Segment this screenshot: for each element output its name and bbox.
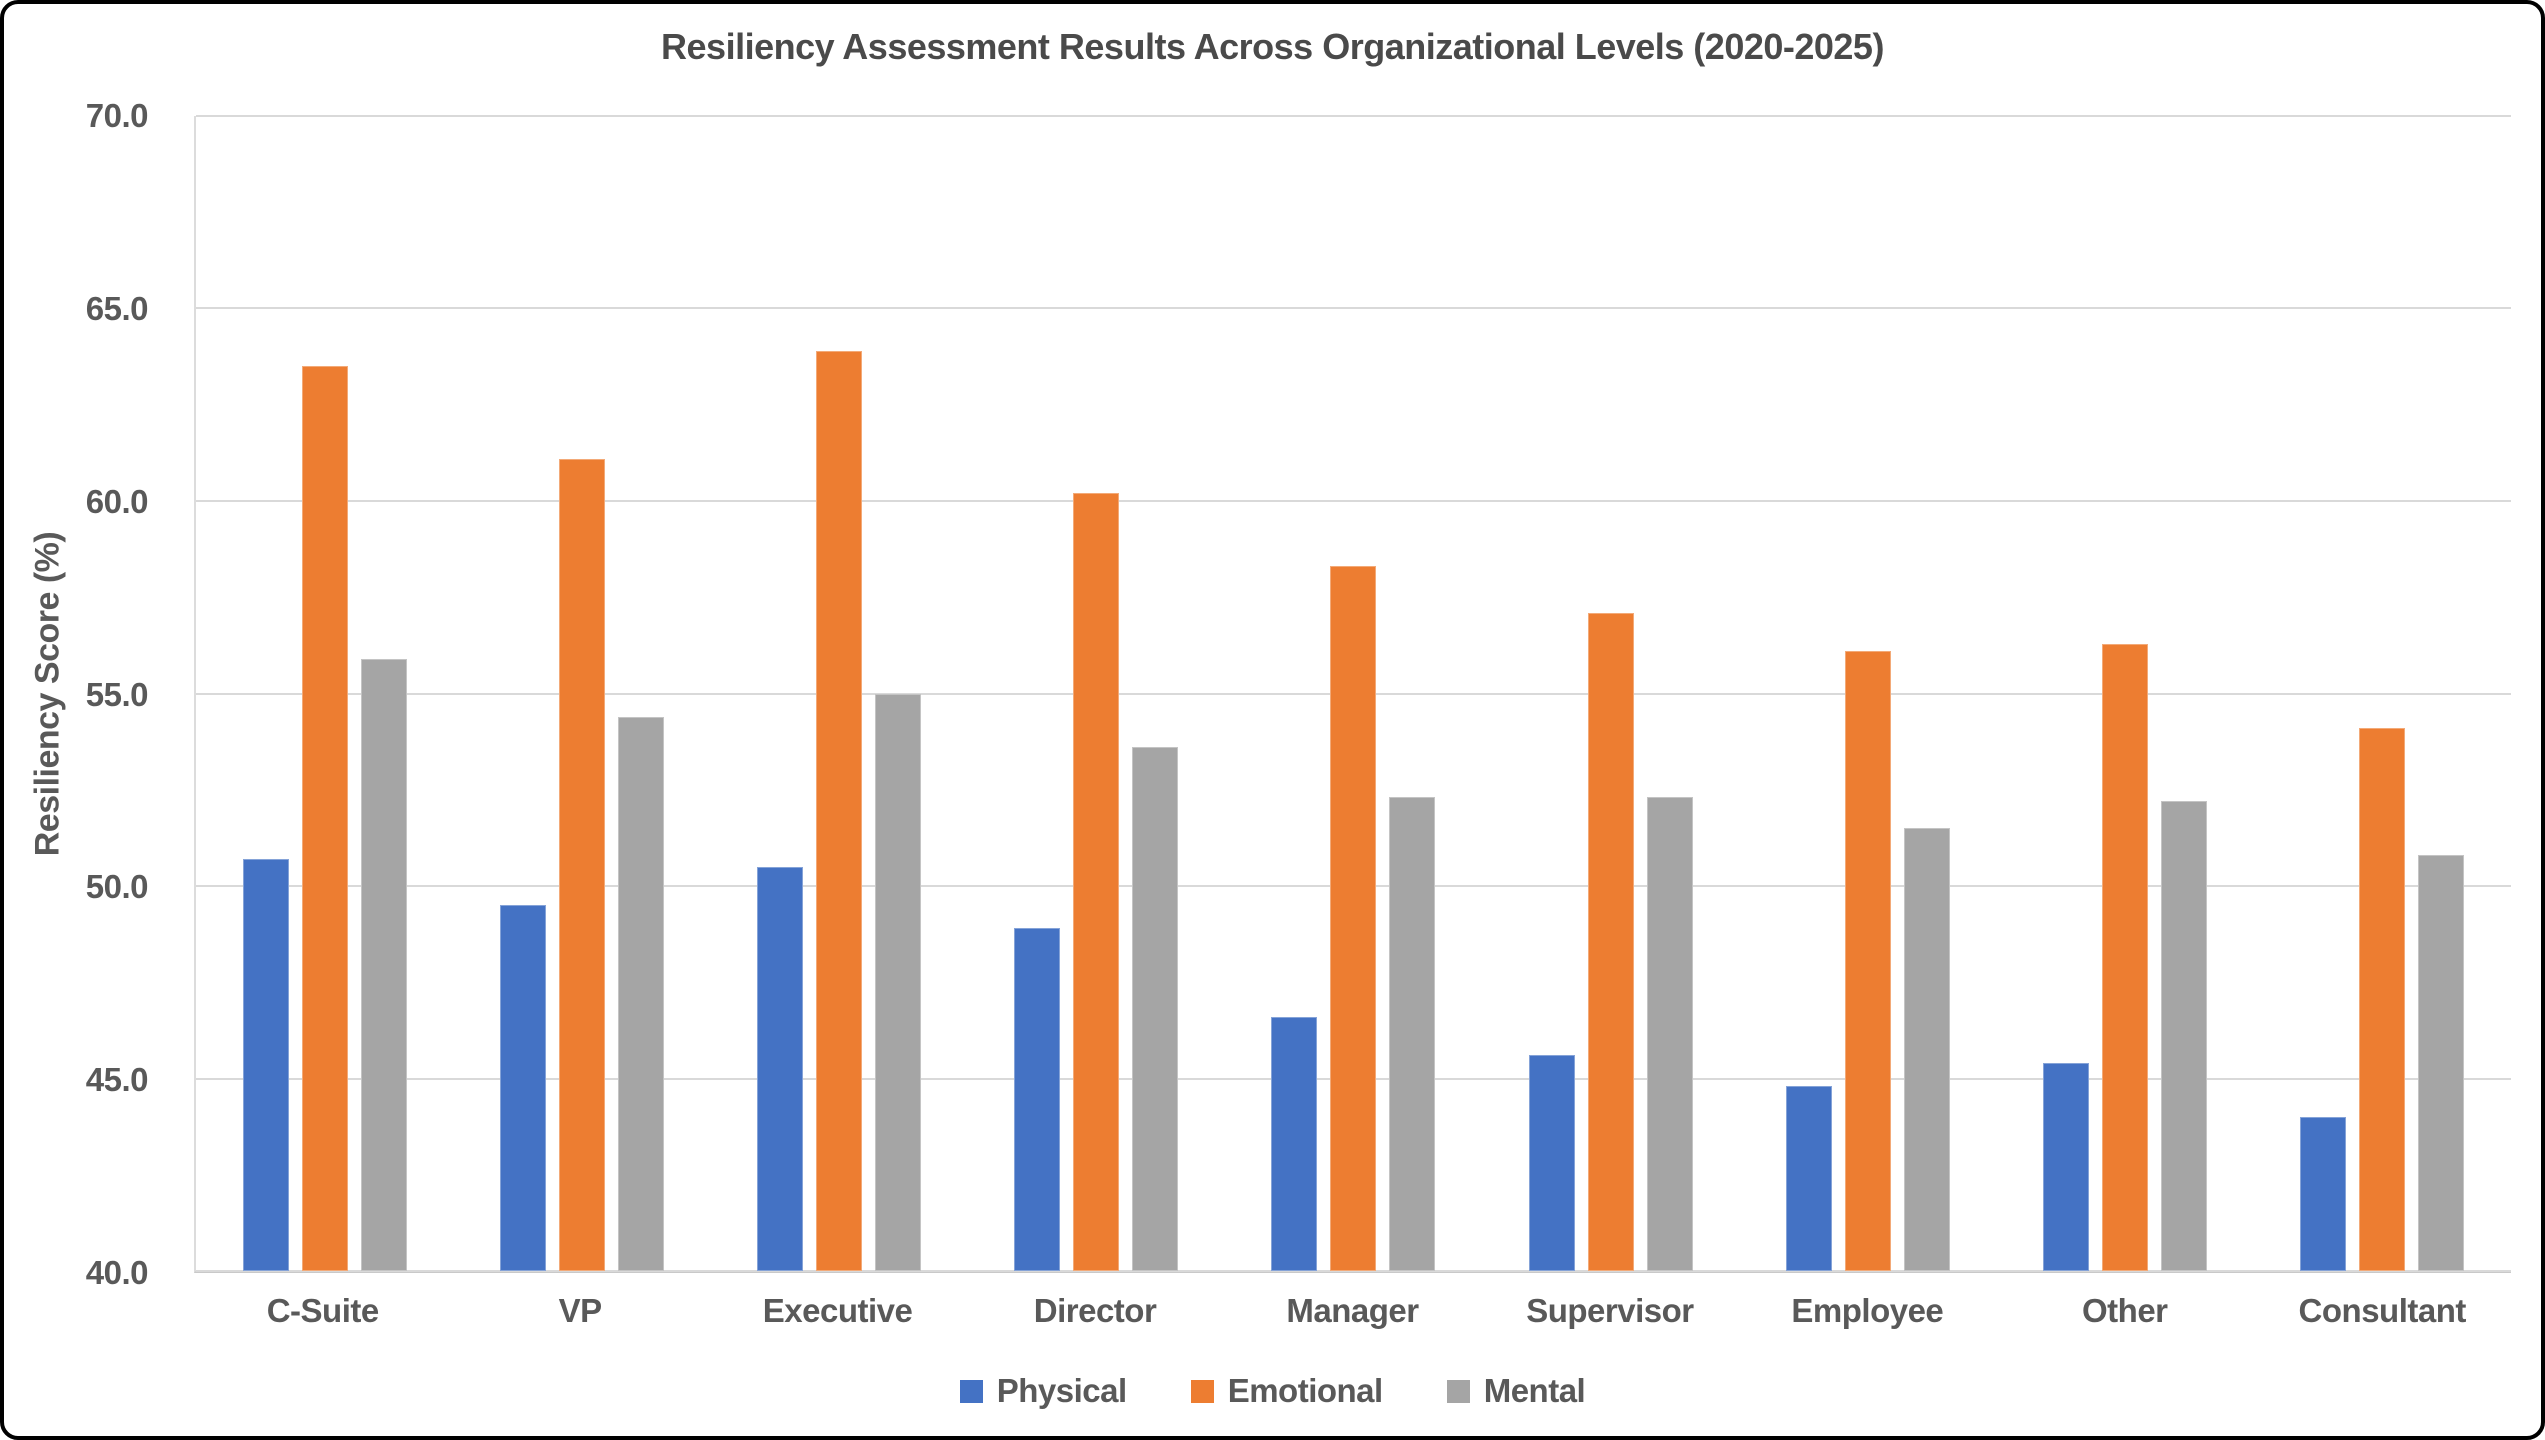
y-axis-tick-labels: 70.0 65.0 60.0 55.0 50.0 45.0 40.0 <box>4 97 172 1291</box>
bar-physical <box>1528 1055 1575 1271</box>
legend-label: Physical <box>996 1372 1127 1409</box>
gridline <box>196 115 2511 117</box>
bar-physical <box>2300 1117 2347 1271</box>
bar-emotional <box>816 350 863 1271</box>
chart-title: Resiliency Assessment Results Across Org… <box>661 26 1884 67</box>
bar-physical <box>499 905 546 1271</box>
x-label-supervisor: Supervisor <box>1526 1292 1694 1329</box>
x-label-employee: Employee <box>1791 1292 1944 1329</box>
x-label-consultant: Consultant <box>2298 1292 2467 1329</box>
legend-swatch-icon <box>1190 1379 1214 1403</box>
bar-mental <box>875 693 922 1271</box>
legend-item-mental: Mental <box>1446 1372 1586 1410</box>
bar-mental <box>617 716 664 1271</box>
bar-physical <box>1785 1086 1832 1271</box>
bar-mental <box>1903 828 1950 1271</box>
bar-group-employee <box>1739 116 1996 1271</box>
bar-mental <box>1389 797 1436 1271</box>
x-label-vp: VP <box>558 1292 603 1329</box>
x-label-manager: Manager <box>1286 1292 1419 1329</box>
y-tick-label: 50.0 <box>85 868 149 906</box>
bar-emotional <box>301 366 348 1271</box>
bar-emotional <box>1330 566 1377 1271</box>
bar-mental <box>1132 747 1179 1271</box>
bar-group-supervisor <box>1482 116 1739 1271</box>
bar-mental <box>2418 855 2465 1271</box>
legend-swatch-icon <box>959 1379 983 1403</box>
gridline <box>196 307 2511 310</box>
x-label-c-suite: C-Suite <box>266 1292 380 1329</box>
bar-group-manager <box>1225 116 1482 1271</box>
y-tick-label: 55.0 <box>85 675 149 713</box>
bar-groups <box>196 116 2511 1271</box>
legend-swatch-icon <box>1446 1379 1470 1403</box>
legend-label: Mental <box>1483 1372 1586 1409</box>
legend-item-emotional: Emotional <box>1190 1372 1384 1410</box>
bar-group-other <box>1997 116 2254 1271</box>
x-label-director: Director <box>1033 1292 1157 1329</box>
bar-physical <box>1014 928 1061 1271</box>
bar-physical <box>1271 1016 1318 1271</box>
x-axis-category-labels: C-Suite VP Executive Director Manager Supervi… <box>194 1292 2511 1330</box>
y-tick-label: 40.0 <box>85 1254 149 1291</box>
bar-physical <box>757 866 804 1271</box>
legend: Physical Emotional Mental <box>4 1372 2541 1410</box>
bar-emotional <box>1587 612 1634 1271</box>
bar-emotional <box>558 458 605 1271</box>
bar-physical <box>242 859 289 1271</box>
y-tick-label: 45.0 <box>85 1061 149 1099</box>
x-label-other: Other <box>2082 1292 2168 1329</box>
gridline <box>196 1270 2511 1272</box>
gridline <box>196 499 2511 502</box>
bar-group-executive <box>710 116 967 1271</box>
legend-label: Emotional <box>1227 1372 1384 1409</box>
bar-mental <box>1646 797 1693 1271</box>
y-tick-label: 70.0 <box>85 97 149 134</box>
bar-emotional <box>2102 643 2149 1271</box>
x-label-executive: Executive <box>762 1292 913 1329</box>
bar-physical <box>2043 1063 2090 1271</box>
legend-item-physical: Physical <box>959 1372 1127 1410</box>
bar-emotional <box>1073 493 1120 1271</box>
bar-group-vp <box>453 116 710 1271</box>
bar-mental <box>2161 801 2208 1271</box>
bar-emotional <box>1844 651 1891 1271</box>
bar-group-c-suite <box>196 116 453 1271</box>
bar-mental <box>360 658 407 1271</box>
y-tick-label: 65.0 <box>85 289 149 327</box>
plot-area <box>194 115 2511 1273</box>
bar-group-director <box>968 116 1225 1271</box>
bar-group-consultant <box>2254 116 2511 1271</box>
bar-emotional <box>2359 728 2406 1271</box>
y-tick-label: 60.0 <box>85 482 149 520</box>
